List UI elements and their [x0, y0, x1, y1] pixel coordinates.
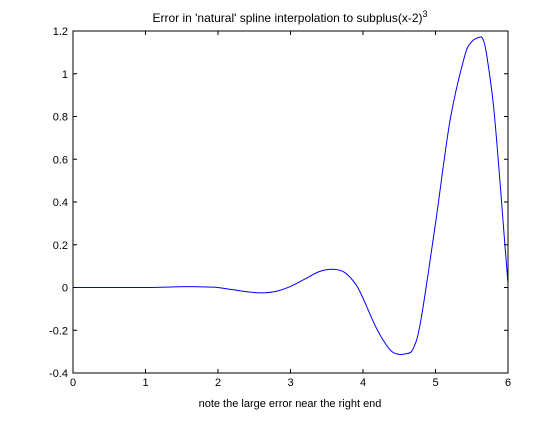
x-tick-label: 4 — [360, 377, 366, 389]
plot-background — [73, 31, 508, 373]
x-axis-ticks: 0 1 2 3 4 5 6 — [70, 31, 511, 389]
y-tick-label: 0.2 — [53, 240, 68, 252]
x-tick-label: 6 — [505, 377, 511, 389]
x-tick-label: 2 — [215, 377, 221, 389]
y-tick-label: 0.8 — [53, 112, 68, 124]
y-tick-label: 0 — [62, 283, 68, 295]
chart-title-main: Error in 'natural' spline interpolation … — [152, 11, 422, 25]
chart-title: Error in 'natural' spline interpolation … — [152, 9, 427, 25]
y-tick-label: 1 — [62, 69, 68, 81]
y-tick-label: 1.2 — [53, 26, 68, 38]
y-tick-label: 0.4 — [53, 197, 68, 209]
x-tick-label: 0 — [70, 377, 76, 389]
x-axis-label: note the large error near the right end — [199, 398, 382, 410]
chart-title-superscript: 3 — [423, 9, 428, 19]
x-tick-label: 3 — [287, 377, 293, 389]
y-tick-label: -0.4 — [49, 368, 68, 380]
y-axis-ticks: -0.4 -0.2 0 0.2 0.4 0.6 0.8 1 1.2 — [49, 26, 508, 380]
x-tick-label: 5 — [432, 377, 438, 389]
plot-frame — [72, 30, 509, 374]
x-tick-label: 1 — [142, 377, 148, 389]
error-curve — [73, 36, 509, 355]
y-tick-label: 0.6 — [53, 154, 68, 166]
y-tick-label: -0.2 — [49, 325, 68, 337]
